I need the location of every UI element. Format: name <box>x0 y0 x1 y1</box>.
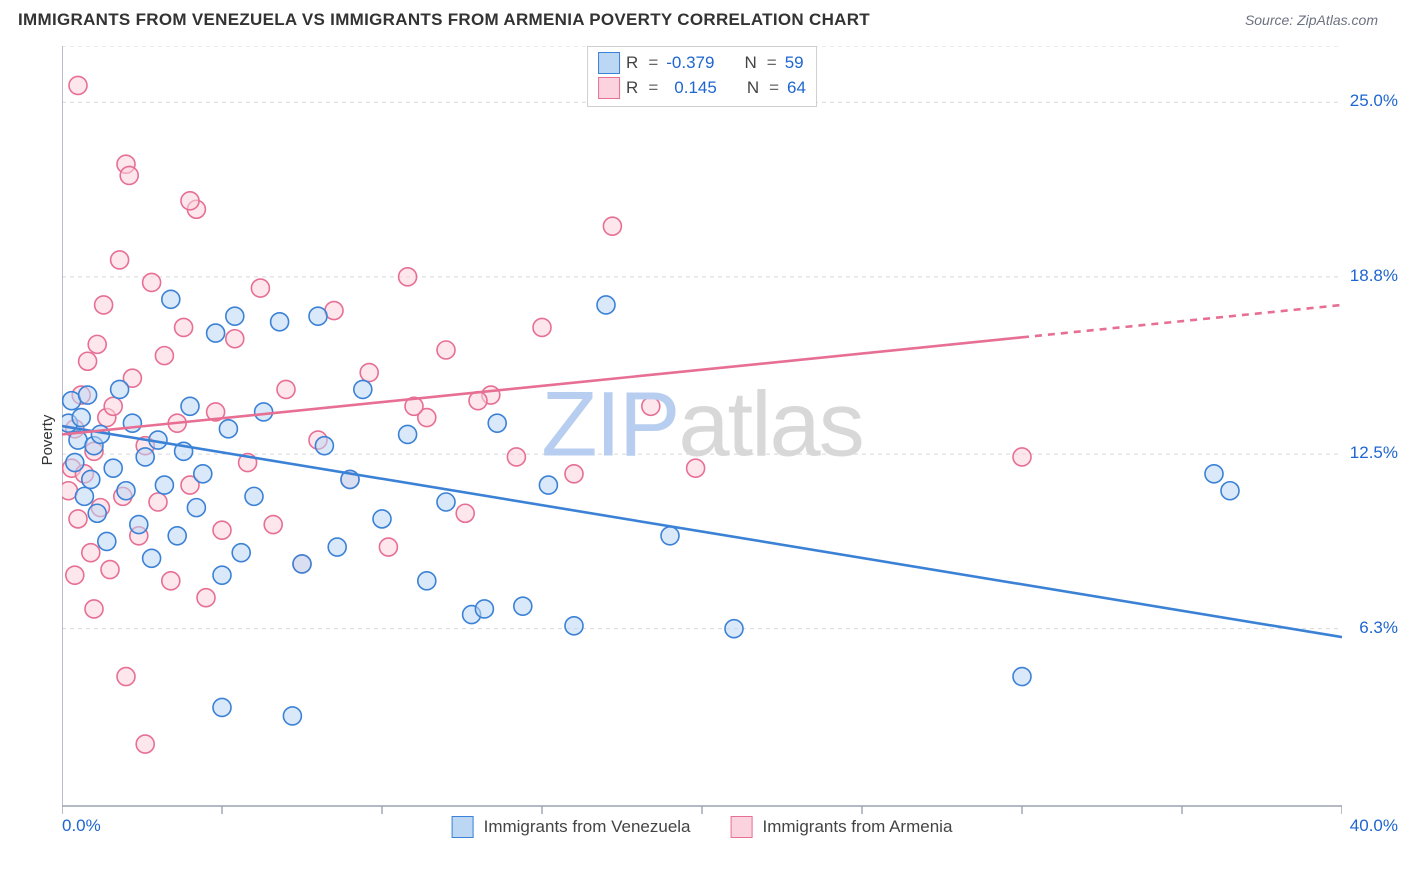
series2-name: Immigrants from Armenia <box>763 817 953 837</box>
correlation-row-1: R= -0.379 N= 59 <box>598 51 806 76</box>
series2-swatch-icon <box>598 77 620 99</box>
source-label: Source: ZipAtlas.com <box>1245 12 1378 28</box>
series2-r-value: 0.145 <box>674 76 717 101</box>
series1-n-value: 59 <box>785 51 804 76</box>
y-axis-label: Poverty <box>39 415 56 466</box>
r-label: R <box>626 51 638 76</box>
plot-svg <box>62 46 1342 836</box>
series1-swatch-icon <box>598 52 620 74</box>
scatter-plot: ZIPatlas R= -0.379 N= 59 R= 0.145 N= 64 … <box>62 46 1342 836</box>
r-label: R <box>626 76 638 101</box>
series-legend: Immigrants from Venezuela Immigrants fro… <box>452 816 953 838</box>
x-min-label: 0.0% <box>62 816 101 836</box>
y-tick-label: 25.0% <box>1350 91 1398 111</box>
page-title: IMMIGRANTS FROM VENEZUELA VS IMMIGRANTS … <box>18 10 870 30</box>
series2-swatch-icon <box>731 816 753 838</box>
series1-name: Immigrants from Venezuela <box>484 817 691 837</box>
y-tick-label: 6.3% <box>1359 618 1398 638</box>
correlation-legend: R= -0.379 N= 59 R= 0.145 N= 64 <box>587 46 817 107</box>
correlation-row-2: R= 0.145 N= 64 <box>598 76 806 101</box>
chart-container: Poverty ZIPatlas R= -0.379 N= 59 R= 0.14… <box>18 40 1388 840</box>
series1-r-value: -0.379 <box>666 51 714 76</box>
series-legend-item-2: Immigrants from Armenia <box>731 816 953 838</box>
n-label: N <box>744 51 756 76</box>
n-label: N <box>747 76 759 101</box>
y-tick-label: 12.5% <box>1350 443 1398 463</box>
series1-swatch-icon <box>452 816 474 838</box>
x-max-label: 40.0% <box>1350 816 1398 836</box>
series2-n-value: 64 <box>787 76 806 101</box>
y-tick-label: 18.8% <box>1350 266 1398 286</box>
series-legend-item-1: Immigrants from Venezuela <box>452 816 691 838</box>
